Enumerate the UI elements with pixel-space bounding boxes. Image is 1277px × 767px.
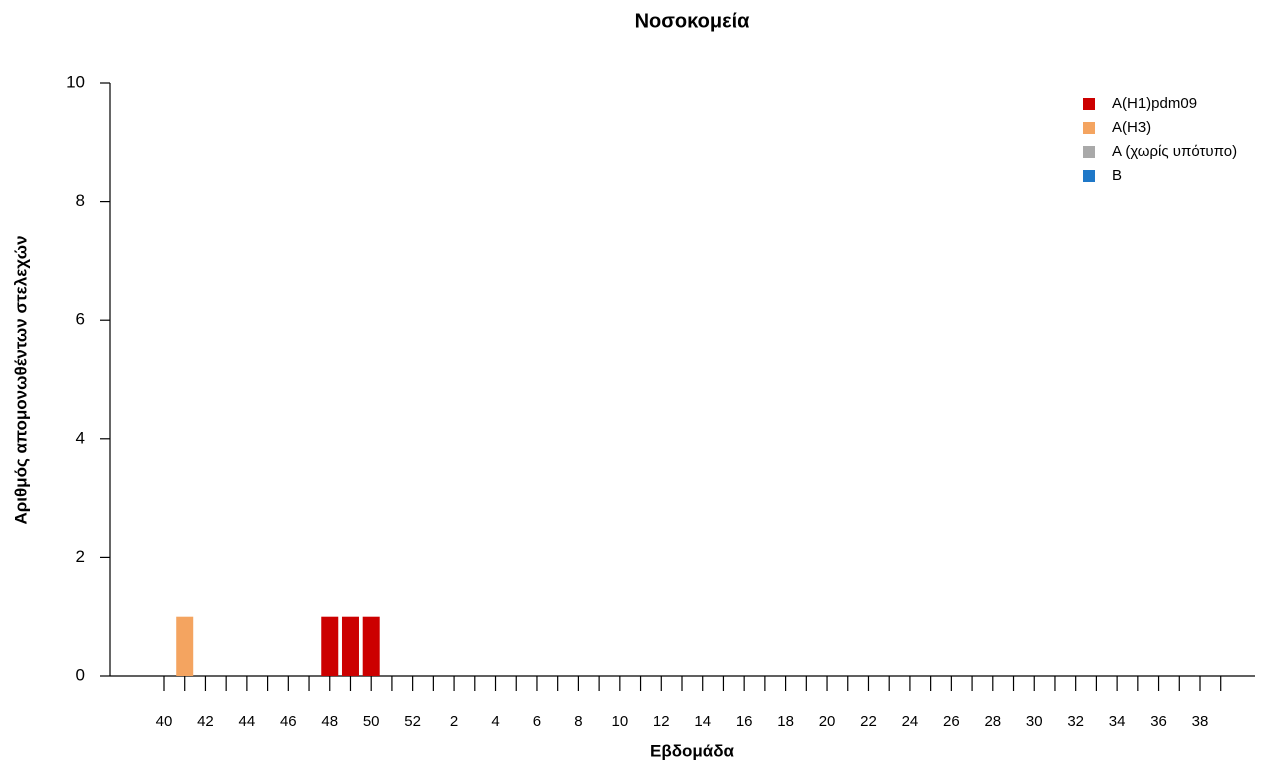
bar [362,616,380,676]
legend-label: A (χωρίς υπότυπο) [1112,143,1237,160]
x-tick-label: 44 [239,713,256,730]
chart-title: Νοσοκομεία [635,10,751,32]
x-tick-label: 46 [280,713,297,730]
x-tick-label: 36 [1150,713,1167,730]
y-tick-label: 6 [76,310,85,329]
x-tick-label: 34 [1109,713,1126,730]
x-axis-label: Εβδομάδα [650,741,735,760]
x-tick-label: 4 [491,713,499,730]
x-tick-label: 22 [860,713,877,730]
y-tick-label: 0 [76,665,85,684]
x-tick-label: 30 [1026,713,1043,730]
x-tick-label: 10 [611,713,628,730]
legend-label: A(H3) [1112,119,1151,136]
x-tick-label: 38 [1192,713,1209,730]
x-tick-label: 18 [777,713,794,730]
legend-label: B [1112,167,1122,184]
y-tick-label: 10 [66,72,85,91]
x-tick-label: 32 [1067,713,1084,730]
bar [341,616,359,676]
legend-swatch [1083,170,1095,182]
x-tick-label: 24 [902,713,919,730]
y-tick-label: 2 [76,547,85,566]
x-tick-label: 12 [653,713,670,730]
x-tick-label: 48 [321,713,338,730]
y-tick-label: 4 [76,428,85,447]
x-tick-label: 6 [533,713,541,730]
x-tick-label: 26 [943,713,960,730]
y-axis-label: Αριθμός απομονωθέντων στελεχών [11,235,30,524]
x-tick-label: 16 [736,713,753,730]
x-tick-label: 14 [694,713,711,730]
x-tick-label: 52 [404,713,421,730]
bar [176,616,194,676]
legend-swatch [1083,122,1095,134]
x-tick-label: 20 [819,713,836,730]
legend-label: A(H1)pdm09 [1112,95,1197,112]
x-tick-label: 40 [156,713,173,730]
legend-swatch [1083,146,1095,158]
legend-swatch [1083,98,1095,110]
x-tick-label: 42 [197,713,214,730]
x-tick-label: 8 [574,713,582,730]
x-tick-label: 50 [363,713,380,730]
y-tick-label: 8 [76,191,85,210]
bar [321,616,339,676]
x-tick-label: 28 [984,713,1001,730]
x-tick-label: 2 [450,713,458,730]
